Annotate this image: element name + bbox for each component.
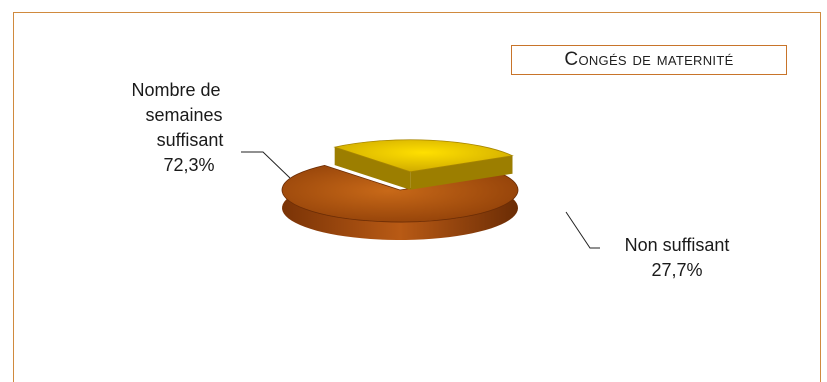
leader-line-slice0: [241, 151, 291, 179]
pie-slice-1: [333, 139, 514, 190]
pie-slice-top-0: [281, 164, 519, 223]
pie-slice-face-1-0: [334, 147, 411, 190]
slice1-percent: 27,7%: [651, 260, 702, 280]
slice0-percent: 72,3%: [163, 155, 214, 175]
chart-title: Congés de maternité: [511, 45, 787, 75]
slice0-label-line2: semaines: [145, 105, 222, 125]
pie-slice-face-1-1: [410, 155, 513, 190]
pie-slice-side-0: [282, 165, 518, 240]
slice0-label-line1: Nombre de: [131, 80, 220, 100]
chart-frame: [13, 12, 821, 382]
pie-chart: Nombre de semaines suffisant 72,3% Non s…: [131, 80, 730, 280]
leader-line-slice1: [565, 211, 600, 249]
slice0-label-line3: suffisant: [157, 130, 224, 150]
pie-slice-0: [281, 164, 519, 240]
pie-slice-top-1: [333, 139, 514, 173]
slice1-label-line1: Non suffisant: [625, 235, 730, 255]
